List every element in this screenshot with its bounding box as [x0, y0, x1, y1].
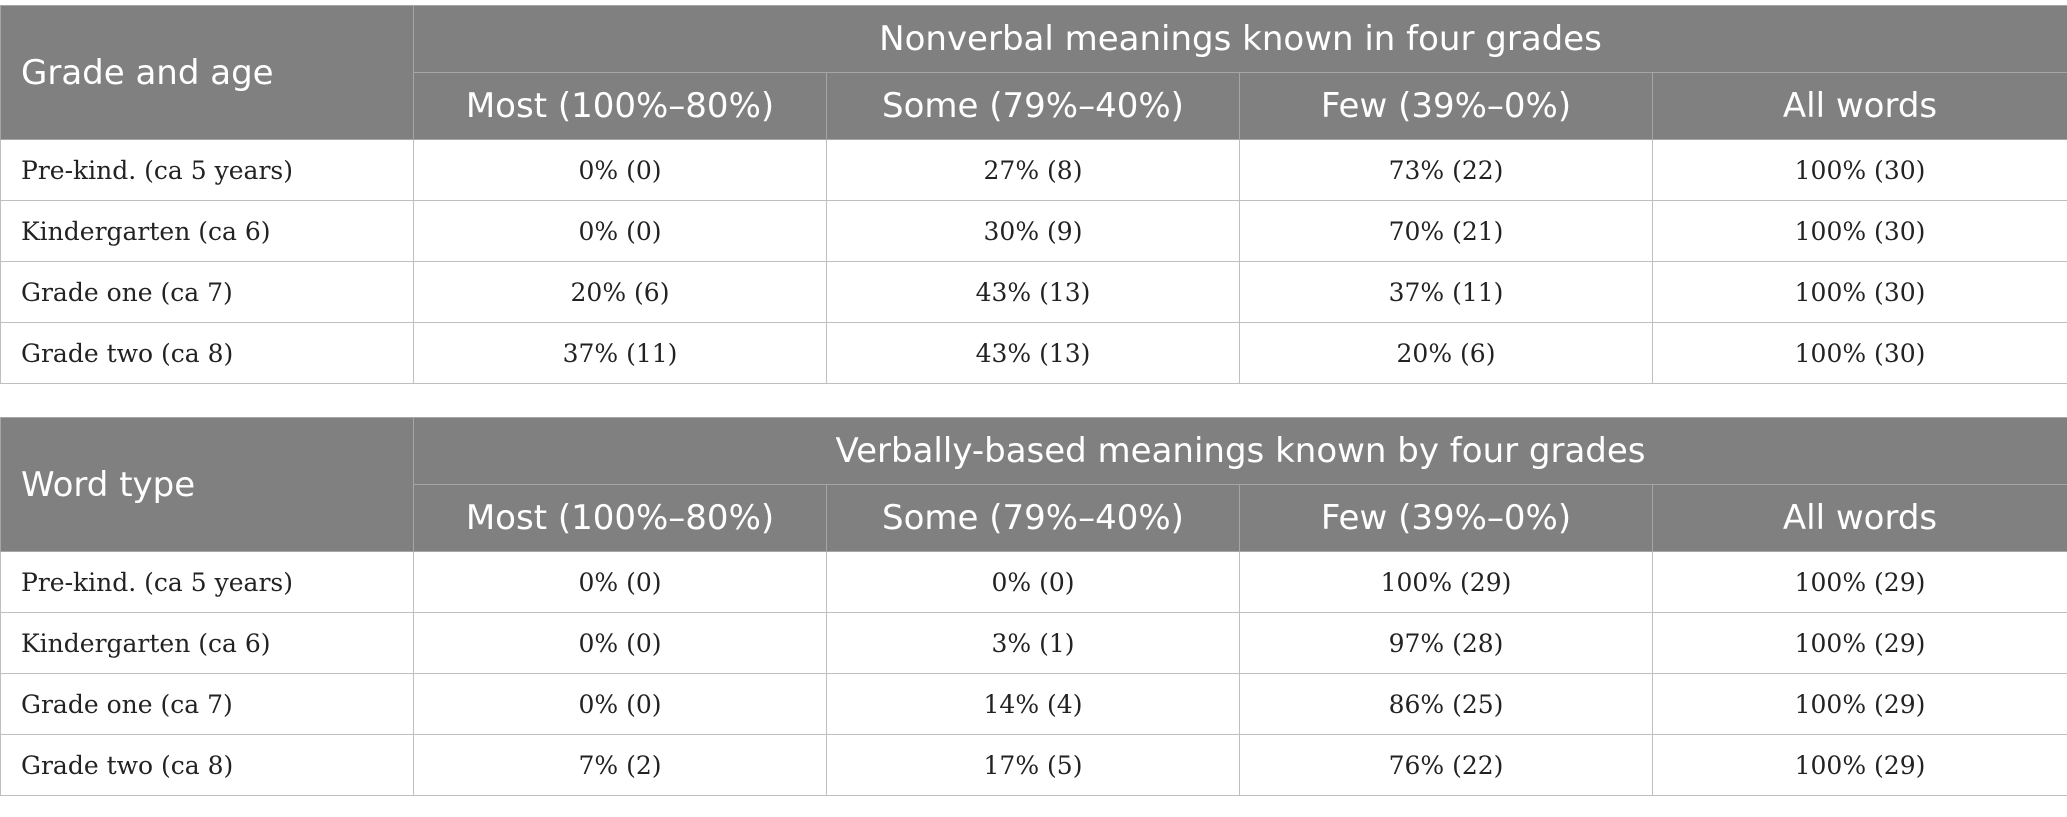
table-row: Kindergarten (ca 6) 0% (0) 3% (1) 97% (2… [0, 612, 2067, 674]
table-row: Pre-kind. (ca 5 years) 0% (0) 27% (8) 73… [0, 139, 2067, 201]
table-cell: 27% (8) [826, 139, 1240, 201]
row-label: Grade one (ca 7) [0, 261, 414, 323]
column-header-few: Few (39%–0%) [1239, 484, 1653, 552]
table-cell: 0% (0) [413, 612, 827, 674]
table-cell: 20% (6) [413, 261, 827, 323]
table-cell: 86% (25) [1239, 673, 1653, 735]
table-cell: 20% (6) [1239, 322, 1653, 384]
corner-label: Grade and age [0, 5, 414, 140]
table-row: Kindergarten (ca 6) 0% (0) 30% (9) 70% (… [0, 200, 2067, 262]
table-cell: 0% (0) [826, 551, 1240, 613]
column-header-all-words: All words [1651, 72, 2067, 140]
table-cell: 43% (13) [826, 261, 1240, 323]
column-header-most: Most (100%–80%) [413, 484, 827, 552]
table-row: Grade one (ca 7) 0% (0) 14% (4) 86% (25)… [0, 673, 2067, 735]
group-header: Verbally-based meanings known by four gr… [412, 417, 2067, 485]
table-cell: 17% (5) [826, 734, 1240, 796]
table-row: Pre-kind. (ca 5 years) 0% (0) 0% (0) 100… [0, 551, 2067, 613]
table-cell: 7% (2) [413, 734, 827, 796]
table-cell: 100% (29) [1651, 673, 2067, 735]
column-header-few: Few (39%–0%) [1239, 72, 1653, 140]
verbally-based-meanings-table: Word type Verbally-based meanings known … [0, 417, 2067, 796]
table-cell: 100% (30) [1651, 261, 2067, 323]
column-header-some: Some (79%–40%) [826, 484, 1240, 552]
table-cell: 73% (22) [1239, 139, 1653, 201]
row-label: Kindergarten (ca 6) [0, 612, 414, 674]
table-cell: 70% (21) [1239, 200, 1653, 262]
row-label: Pre-kind. (ca 5 years) [0, 551, 414, 613]
column-header-most: Most (100%–80%) [413, 72, 827, 140]
table-cell: 0% (0) [413, 200, 827, 262]
column-header-some: Some (79%–40%) [826, 72, 1240, 140]
table-cell: 100% (29) [1651, 551, 2067, 613]
table-cell: 0% (0) [413, 551, 827, 613]
table-cell: 3% (1) [826, 612, 1240, 674]
table-cell: 100% (29) [1239, 551, 1653, 613]
row-label: Grade two (ca 8) [0, 322, 414, 384]
table-cell: 14% (4) [826, 673, 1240, 735]
table-cell: 37% (11) [1239, 261, 1653, 323]
table-cell: 100% (29) [1651, 612, 2067, 674]
table-cell: 100% (30) [1651, 200, 2067, 262]
table-cell: 97% (28) [1239, 612, 1653, 674]
row-label: Pre-kind. (ca 5 years) [0, 139, 414, 201]
table-row: Grade one (ca 7) 20% (6) 43% (13) 37% (1… [0, 261, 2067, 323]
table-cell: 37% (11) [413, 322, 827, 384]
row-label: Grade two (ca 8) [0, 734, 414, 796]
nonverbal-meanings-table: Grade and age Nonverbal meanings known i… [0, 5, 2067, 384]
table-row: Grade two (ca 8) 37% (11) 43% (13) 20% (… [0, 322, 2067, 384]
column-header-all-words: All words [1651, 484, 2067, 552]
table-cell: 100% (30) [1651, 139, 2067, 201]
table-cell: 100% (29) [1651, 734, 2067, 796]
group-header: Nonverbal meanings known in four grades [412, 5, 2067, 73]
table-cell: 0% (0) [413, 673, 827, 735]
table-row: Grade two (ca 8) 7% (2) 17% (5) 76% (22)… [0, 734, 2067, 796]
table-cell: 0% (0) [413, 139, 827, 201]
corner-label: Word type [0, 417, 414, 552]
row-label: Grade one (ca 7) [0, 673, 414, 735]
table-cell: 30% (9) [826, 200, 1240, 262]
table-cell: 76% (22) [1239, 734, 1653, 796]
table-cell: 100% (30) [1651, 322, 2067, 384]
table-cell: 43% (13) [826, 322, 1240, 384]
row-label: Kindergarten (ca 6) [0, 200, 414, 262]
